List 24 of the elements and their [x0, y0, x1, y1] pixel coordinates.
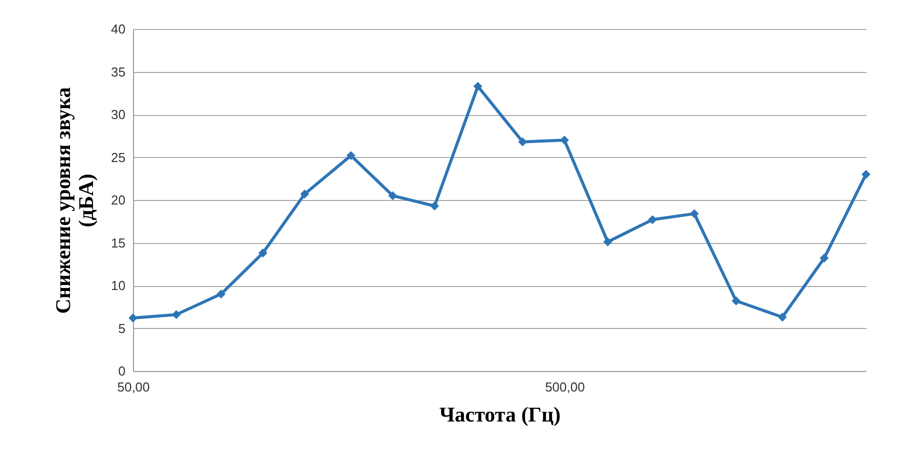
y-tick-label: 25 [111, 150, 126, 165]
x-tick-label: 500,00 [545, 380, 585, 394]
y-tick-label: 20 [111, 192, 126, 208]
y-tick-label: 40 [111, 22, 126, 36]
point [300, 190, 310, 198]
point [430, 202, 440, 210]
y-tick-label: 15 [111, 235, 126, 250]
point [473, 82, 482, 91]
point [258, 248, 268, 258]
x-tick-label: 50,00 [117, 380, 150, 394]
y-tick-label: 10 [111, 278, 126, 293]
y-tick-label: 0 [118, 364, 126, 378]
point [388, 191, 398, 200]
y-tick-label: 30 [111, 107, 126, 122]
point [128, 314, 138, 322]
point [862, 170, 870, 179]
x-axis-title: Частота (Гц) [439, 402, 561, 426]
y-tick-label: 35 [111, 64, 126, 80]
point [690, 209, 699, 218]
y-axis-title: Снижение уровня звука (дБА) [51, 86, 98, 314]
y-tick-label: 5 [118, 320, 126, 336]
point [732, 296, 741, 306]
point [820, 254, 829, 263]
point [603, 237, 612, 246]
